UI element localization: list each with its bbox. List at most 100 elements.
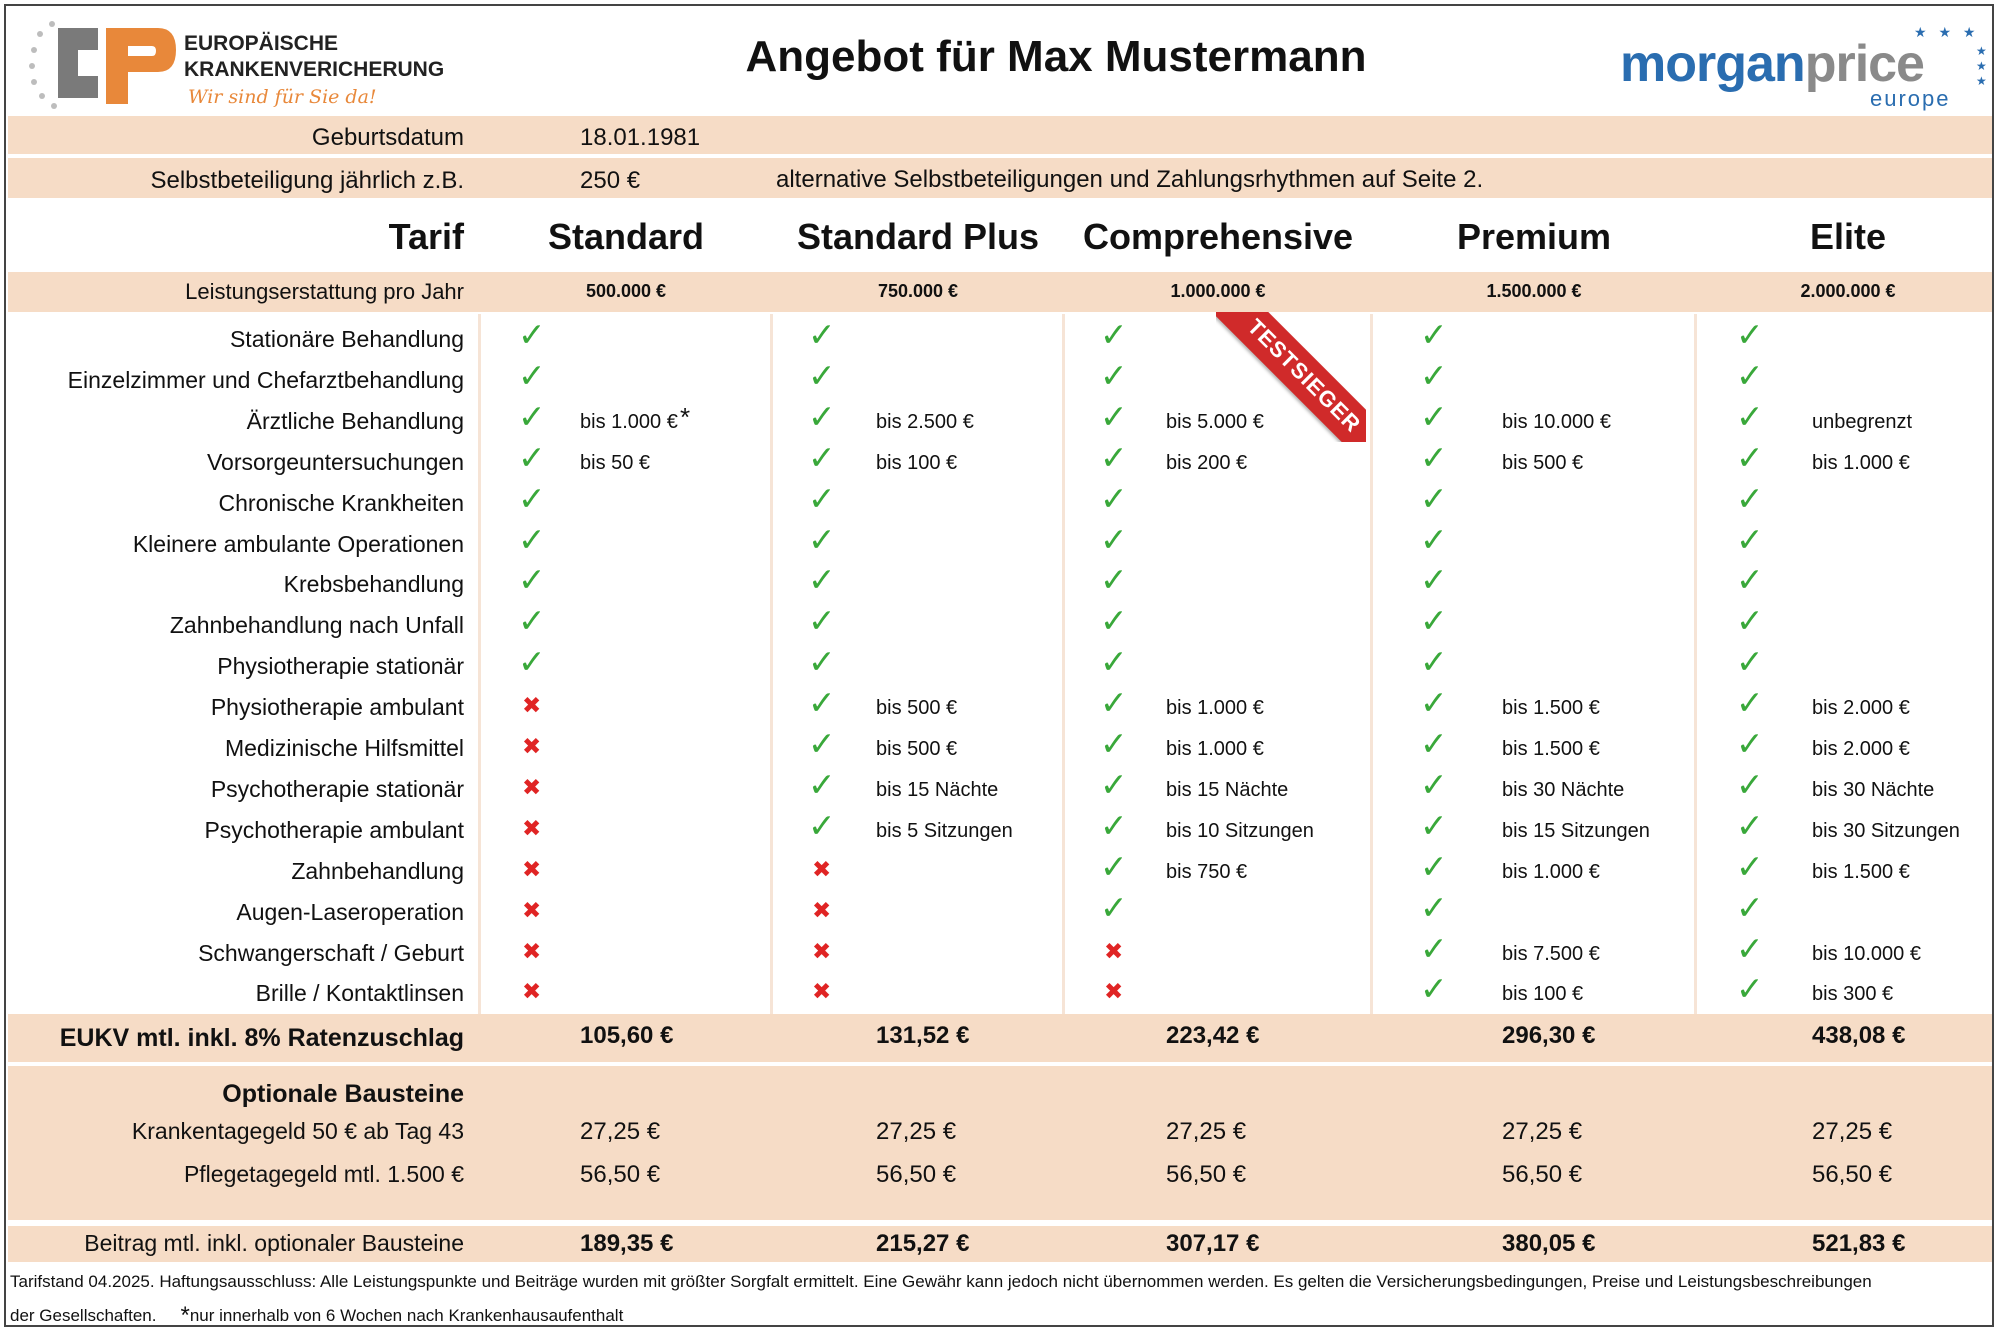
benefit-value: bis 1.000 € xyxy=(1166,738,1264,760)
deductible-label: Selbstbeteiligung jährlich z.B. xyxy=(150,167,464,194)
benefit-value: bis 300 € xyxy=(1812,983,1894,1006)
check-icon: ✓ xyxy=(518,438,546,476)
check-icon: ✓ xyxy=(1100,888,1128,926)
optional-price: 56,50 € xyxy=(1166,1161,1247,1188)
column-divider xyxy=(770,314,773,1014)
check-icon: ✓ xyxy=(1736,602,1764,640)
testsieger-label: TESTSIEGER xyxy=(1242,313,1366,438)
benefit-value: bis 1.500 € xyxy=(1812,860,1910,883)
birth-band xyxy=(8,116,1992,154)
benefit-value: bis 15 Sitzungen xyxy=(1502,819,1650,842)
check-icon: ✓ xyxy=(518,397,546,435)
total-price: 307,17 € xyxy=(1166,1230,1260,1257)
testsieger-ribbon: TESTSIEGER xyxy=(1216,312,1366,442)
check-icon: ✓ xyxy=(1100,520,1128,558)
check-icon: ✓ xyxy=(1736,561,1764,599)
plan-amount: 500.000 € xyxy=(585,281,667,301)
optional-price: 27,25 € xyxy=(580,1118,661,1145)
check-icon: ✓ xyxy=(1736,970,1764,1008)
tarif-label: Tarif xyxy=(388,216,464,257)
benefit-value: bis 2.500 € xyxy=(876,410,974,433)
plan-name: Elite xyxy=(1809,216,1887,257)
total-label: Beitrag mtl. inkl. optionaler Bausteine xyxy=(84,1230,464,1256)
cross-icon: ✖ xyxy=(522,855,542,882)
cross-icon: ✖ xyxy=(522,814,542,841)
footer-line2: der Gesellschaften. *nur innerhalb von 6 … xyxy=(10,1302,623,1325)
check-icon: ✓ xyxy=(1736,397,1764,435)
benefit-label: Medizinische Hilfsmittel xyxy=(224,735,464,761)
check-icon: ✓ xyxy=(1420,397,1448,435)
cross-icon: ✖ xyxy=(812,978,832,1005)
eukv-price: 223,42 € xyxy=(1166,1022,1260,1049)
check-icon: ✓ xyxy=(1736,684,1764,722)
benefit-value: bis 7.500 € xyxy=(1502,942,1600,965)
benefit-value: bis 100 € xyxy=(1502,983,1584,1006)
cp-logo-icon xyxy=(29,21,176,109)
check-icon: ✓ xyxy=(1100,643,1128,681)
total-price: 380,05 € xyxy=(1502,1230,1596,1257)
check-icon: ✓ xyxy=(808,602,836,640)
check-icon: ✓ xyxy=(518,561,546,599)
check-icon: ✓ xyxy=(1420,929,1448,967)
benefit-value: bis 15 Nächte xyxy=(876,778,999,801)
optional-price: 56,50 € xyxy=(580,1161,661,1188)
benefit-label: Chronische Krankheiten xyxy=(218,489,464,516)
benefit-value: bis 750 € xyxy=(1166,860,1248,883)
birth-label: Geburtsdatum xyxy=(311,124,464,151)
plan-name: Standard xyxy=(547,216,705,257)
check-icon: ✓ xyxy=(1736,847,1764,885)
reimbursement-band xyxy=(8,272,1992,312)
logo-cp: EUROPÄISCHE KRANKENVERICHERUNG Wir sind … xyxy=(28,14,458,114)
eukv-price: 131,52 € xyxy=(876,1022,970,1049)
cross-icon: ✖ xyxy=(522,773,542,800)
check-icon: ✓ xyxy=(1736,438,1764,476)
check-icon: ✓ xyxy=(808,561,836,599)
optional-band xyxy=(8,1066,1992,1220)
optional-price: 27,25 € xyxy=(1812,1118,1893,1145)
eukv-price: 438,08 € xyxy=(1812,1022,1906,1049)
check-icon: ✓ xyxy=(1420,602,1448,640)
cross-icon: ✖ xyxy=(1104,978,1124,1005)
check-icon: ✓ xyxy=(1420,765,1448,803)
logo-cp-line1: EUROPÄISCHE xyxy=(184,32,339,55)
plan-name: Premium xyxy=(1456,216,1612,257)
check-icon: ✓ xyxy=(1100,725,1128,762)
check-icon: ✓ xyxy=(808,479,836,517)
footer-disclaimer: Tarifstand 04.2025. Haftungsausschluss: … xyxy=(10,1272,1872,1291)
check-icon: ✓ xyxy=(1100,602,1128,640)
check-icon: ✓ xyxy=(808,520,836,558)
check-icon: ✓ xyxy=(1736,643,1764,681)
eukv-price: 105,60 € xyxy=(580,1022,674,1049)
check-icon: ✓ xyxy=(1420,725,1448,762)
cross-icon: ✖ xyxy=(812,896,832,923)
column-divider xyxy=(478,314,481,1014)
check-icon: ✓ xyxy=(1420,561,1448,599)
logo-europe: europe xyxy=(1870,86,1951,111)
benefit-label: Zahnbehandlung nach Unfall xyxy=(169,612,464,639)
plan-amount: 2.000.000 € xyxy=(1800,281,1896,301)
optional-price: 27,25 € xyxy=(1166,1118,1247,1145)
benefit-label: Physiotherapie ambulant xyxy=(210,694,464,721)
benefit-value: bis 30 Nächte xyxy=(1812,778,1935,801)
benefit-value: bis 2.000 € xyxy=(1812,697,1910,720)
benefit-value: bis 10.000 € xyxy=(1812,942,1921,965)
check-icon: ✓ xyxy=(1420,970,1448,1008)
check-icon: ✓ xyxy=(808,356,836,394)
check-icon: ✓ xyxy=(1736,806,1764,844)
benefit-value: bis 10.000 € xyxy=(1502,410,1611,433)
eukv-price: 296,30 € xyxy=(1502,1022,1596,1049)
check-icon: ✓ xyxy=(1736,520,1764,558)
check-icon: ✓ xyxy=(1100,765,1128,803)
logo-cp-line2: KRANKENVERICHERUNG xyxy=(184,58,445,81)
benefit-label: Augen-Laseroperation xyxy=(236,898,464,925)
benefit-value: bis 500 € xyxy=(876,738,958,760)
benefit-value: bis 5.000 € xyxy=(1166,410,1264,433)
benefit-value: bis 1.000 € xyxy=(1502,860,1600,883)
cross-icon: ✖ xyxy=(1104,937,1124,964)
check-icon: ✓ xyxy=(808,806,836,844)
benefit-label: Krebsbehandlung xyxy=(283,571,464,598)
check-icon: ✓ xyxy=(1100,316,1128,353)
plan-amount: 1.500.000 € xyxy=(1486,281,1582,301)
check-icon: ✓ xyxy=(1736,888,1764,926)
benefit-label: Vorsorgeuntersuchungen xyxy=(206,448,464,475)
